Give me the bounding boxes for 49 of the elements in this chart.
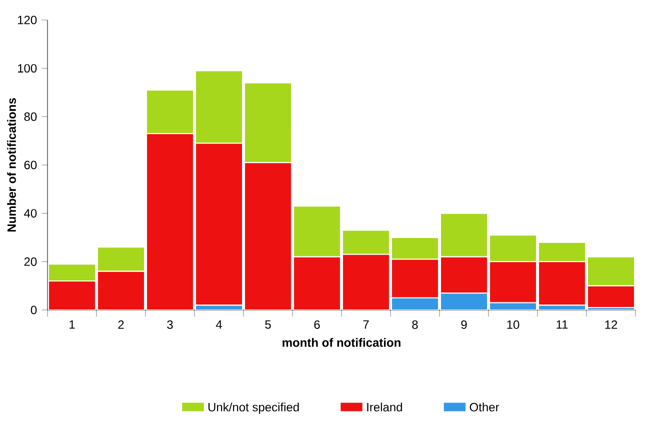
bar xyxy=(342,230,390,255)
x-tick-label: 12 xyxy=(605,320,618,329)
legend-label: Ireland xyxy=(367,402,402,412)
x-tick-label: 5 xyxy=(265,320,271,329)
bar xyxy=(292,206,342,258)
bar xyxy=(488,234,538,262)
bar xyxy=(440,212,488,258)
x-tick-label: 4 xyxy=(216,320,222,329)
y-tick-label: 20 xyxy=(24,257,37,266)
x-tick-label: 8 xyxy=(412,320,418,329)
y-tick-label: 120 xyxy=(18,16,37,24)
x-tick-label: 10 xyxy=(507,320,520,329)
bar xyxy=(48,264,96,282)
bar xyxy=(342,254,390,310)
x-tick-label: 9 xyxy=(461,320,467,329)
x-tick-label: 3 xyxy=(167,320,173,329)
bar xyxy=(146,133,194,310)
bar xyxy=(244,82,292,164)
y-tick-label: 80 xyxy=(24,112,37,121)
bar xyxy=(538,261,586,306)
y-tick-label: 60 xyxy=(24,160,37,170)
x-tick-label: 2 xyxy=(118,320,124,329)
x-tick-label: 1 xyxy=(70,320,75,329)
y-tick-label: 100 xyxy=(18,64,37,73)
legend-label: Unk/not specified xyxy=(208,402,299,414)
bar xyxy=(194,70,244,144)
bar xyxy=(48,280,96,310)
bar xyxy=(96,246,146,272)
x-tick-label: 11 xyxy=(556,320,568,329)
bar xyxy=(538,242,586,262)
bar xyxy=(488,261,538,304)
x-tick-label: 7 xyxy=(363,320,369,329)
bar xyxy=(96,270,146,310)
bar xyxy=(194,142,244,306)
bar xyxy=(244,162,292,310)
bar xyxy=(586,285,636,308)
y-axis-title: Number of notifications xyxy=(7,98,16,232)
y-tick-label: 40 xyxy=(24,209,37,218)
y-tick-label: 0 xyxy=(30,306,37,314)
x-axis-title: month of notification xyxy=(282,338,400,347)
bar xyxy=(390,258,440,298)
legend-label: Other xyxy=(470,402,500,412)
bar xyxy=(292,256,342,310)
bar xyxy=(146,90,194,134)
bar xyxy=(440,256,488,294)
bar xyxy=(586,256,636,286)
x-tick-label: 6 xyxy=(314,320,320,329)
bar xyxy=(440,292,488,310)
bar xyxy=(390,236,440,260)
